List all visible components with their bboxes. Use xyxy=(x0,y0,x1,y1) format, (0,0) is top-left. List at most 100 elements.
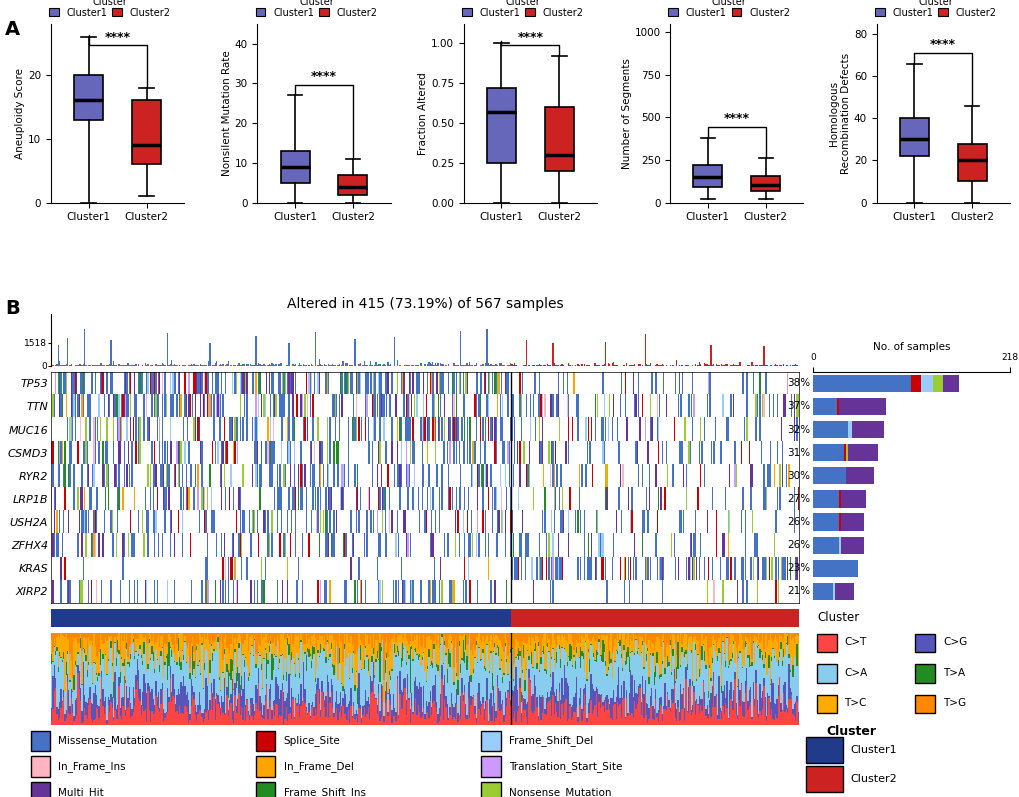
Bar xyxy=(564,702,565,725)
FancyBboxPatch shape xyxy=(914,664,934,683)
Bar xyxy=(717,653,719,676)
Bar xyxy=(236,699,238,713)
Bar xyxy=(557,701,558,717)
Bar xyxy=(769,715,770,725)
Bar xyxy=(190,720,191,725)
Bar xyxy=(63,690,64,697)
Bar xyxy=(663,633,665,657)
Bar xyxy=(227,710,229,717)
Bar xyxy=(276,642,277,685)
Bar xyxy=(796,643,797,665)
Bar xyxy=(645,646,646,654)
Bar xyxy=(400,667,401,689)
Bar xyxy=(205,365,207,366)
Bar xyxy=(274,655,275,700)
Bar xyxy=(182,633,184,642)
Bar xyxy=(136,651,137,652)
Bar xyxy=(250,364,252,366)
Bar xyxy=(272,658,274,669)
Bar xyxy=(698,677,699,696)
Bar xyxy=(462,634,464,640)
Bar xyxy=(776,650,779,659)
Bar xyxy=(385,653,387,658)
Bar xyxy=(570,636,572,646)
Bar xyxy=(553,658,554,661)
Bar xyxy=(266,634,267,654)
Bar xyxy=(730,662,731,681)
Bar xyxy=(789,673,790,688)
Bar xyxy=(232,665,234,689)
Bar xyxy=(623,698,624,725)
Bar xyxy=(196,713,198,721)
Bar xyxy=(780,703,781,712)
Bar xyxy=(504,633,505,634)
Bar xyxy=(246,634,248,665)
Bar xyxy=(436,633,437,646)
Bar xyxy=(681,652,682,694)
Bar xyxy=(281,690,283,725)
Bar xyxy=(462,695,464,701)
Bar xyxy=(216,697,217,725)
Bar xyxy=(844,444,846,461)
Bar xyxy=(169,648,171,665)
Bar xyxy=(703,705,704,725)
Bar xyxy=(415,365,416,366)
Bar xyxy=(469,363,470,366)
Bar xyxy=(59,656,60,702)
Bar xyxy=(710,681,711,693)
Bar xyxy=(443,641,445,645)
Bar xyxy=(466,669,468,715)
Bar xyxy=(164,665,165,713)
Bar xyxy=(425,638,427,681)
Bar xyxy=(297,703,298,706)
Bar xyxy=(626,633,627,639)
Bar xyxy=(102,706,104,725)
Bar xyxy=(127,707,128,725)
Bar xyxy=(317,690,318,725)
Bar xyxy=(264,695,266,701)
Bar xyxy=(532,668,533,693)
Bar xyxy=(67,673,68,681)
Bar xyxy=(185,663,186,695)
Bar xyxy=(661,364,662,366)
Bar xyxy=(787,633,788,634)
Bar xyxy=(218,365,220,366)
Bar xyxy=(573,633,574,650)
Bar xyxy=(583,633,585,638)
Bar xyxy=(611,654,612,678)
Bar xyxy=(102,633,104,644)
Bar xyxy=(320,710,321,717)
FancyBboxPatch shape xyxy=(481,782,500,797)
Bar xyxy=(531,664,532,697)
Bar xyxy=(74,661,76,665)
Bar xyxy=(253,720,254,725)
Bar xyxy=(475,723,477,725)
Bar xyxy=(344,714,346,725)
Bar xyxy=(416,633,417,635)
Bar xyxy=(79,633,82,634)
Bar xyxy=(618,642,619,643)
Bar xyxy=(788,654,789,658)
Bar xyxy=(594,363,595,366)
Bar xyxy=(178,706,180,725)
Bar xyxy=(715,696,716,725)
Bar xyxy=(177,714,178,725)
Bar xyxy=(216,361,217,366)
Bar xyxy=(232,689,234,690)
Bar xyxy=(146,633,147,644)
Bar xyxy=(167,680,168,688)
Bar xyxy=(733,644,734,689)
Bar xyxy=(352,633,353,646)
Bar xyxy=(535,695,536,725)
Bar xyxy=(488,714,490,725)
Bar xyxy=(675,633,676,644)
Bar xyxy=(490,653,491,693)
Bar xyxy=(99,633,100,652)
Bar xyxy=(417,705,419,725)
Bar xyxy=(187,700,190,723)
Bar xyxy=(524,699,526,710)
Bar xyxy=(54,665,55,691)
Bar xyxy=(721,691,722,706)
Bar xyxy=(449,633,450,634)
Bar xyxy=(325,657,326,663)
